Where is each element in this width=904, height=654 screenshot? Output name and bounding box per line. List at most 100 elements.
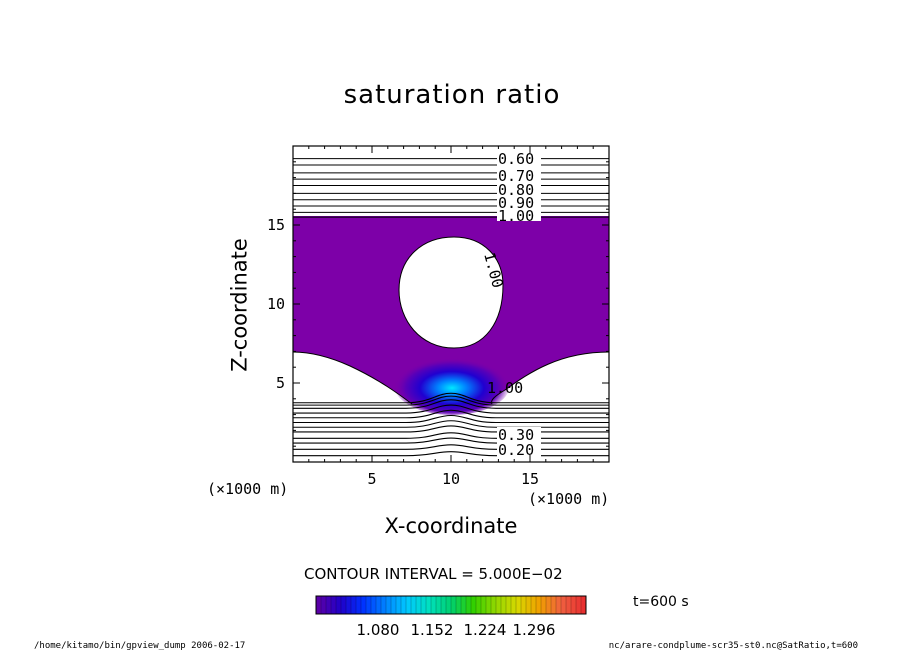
x-tick-label-5: 5 (367, 470, 376, 488)
colorbar-cell (376, 596, 382, 614)
lower-contour-line-5 (293, 420, 609, 428)
contour-interval-text: CONTOUR INTERVAL = 5.000E−02 (304, 565, 563, 583)
colorbar-cell (456, 596, 462, 614)
lower-contour-line-3 (293, 432, 609, 439)
colorbar-cell (576, 596, 582, 614)
y-tick-label-5: 5 (276, 374, 285, 392)
colorbar-cell (436, 596, 442, 614)
contour-label-0.70: 0.70 (498, 167, 534, 185)
colorbar-cell (316, 596, 322, 614)
colorbar-cell (501, 596, 507, 614)
colorbar-cell (336, 596, 342, 614)
colorbar-cell (441, 596, 447, 614)
colorbar-cell (346, 596, 352, 614)
contour-label-0.30: 0.30 (498, 426, 534, 444)
y-tick-label-15: 15 (267, 216, 285, 234)
colorbar-label-1: 1.152 (411, 621, 454, 639)
cloud-boundary-right (491, 351, 609, 405)
cloud-boundary-left (293, 351, 413, 405)
colorbar-cell (471, 596, 477, 614)
colorbar-label-2: 1.224 (464, 621, 507, 639)
lower-contour-line-10 (293, 395, 609, 406)
cloud-core (394, 355, 510, 415)
colorbar-cell (391, 596, 397, 614)
colorbar-cell (366, 596, 372, 614)
lower-contour-line-4 (293, 425, 609, 433)
lower-contour-line-9 (293, 399, 609, 409)
colorbar-label-0: 1.080 (357, 621, 400, 639)
contour-label-0.90: 0.90 (498, 194, 534, 212)
y-tick-label-10: 10 (267, 295, 285, 313)
colorbar-cell (426, 596, 432, 614)
colorbar-cell (536, 596, 542, 614)
colorbar-cell (351, 596, 357, 614)
colorbar-cell (531, 596, 537, 614)
colorbar-cell (506, 596, 512, 614)
lower-contour-line-8 (293, 404, 609, 414)
colorbar-cell (411, 596, 417, 614)
lower-contour-line-11 (293, 392, 609, 404)
y-unit-label: (×1000 m) (207, 480, 289, 498)
contour-label-0.20: 0.20 (498, 441, 534, 459)
colorbar-cell (396, 596, 402, 614)
colorbar-cell (481, 596, 487, 614)
x-unit-label: (×1000 m) (528, 490, 610, 508)
colorbar-cell (476, 596, 482, 614)
contour-label-0.60: 0.60 (498, 150, 534, 168)
contour-label-1.00-top: 1.00 (498, 207, 534, 225)
colorbar-cell (551, 596, 557, 614)
colorbar-cell (546, 596, 552, 614)
dry-bubble (398, 236, 504, 349)
lower-contour-line-7 (293, 409, 609, 419)
colorbar-cell (406, 596, 412, 614)
colorbar-cell (581, 596, 587, 614)
lower-contour-lines (293, 392, 609, 457)
lower-contour-line-6 (293, 414, 609, 424)
colorbar-cell (451, 596, 457, 614)
colorbar-cell (341, 596, 347, 614)
colorbar-cell (486, 596, 492, 614)
colorbar-cell (331, 596, 337, 614)
x-tick-label-15: 15 (521, 470, 539, 488)
lower-contour-line-0 (293, 451, 609, 457)
colorbar-cell (321, 596, 327, 614)
upper-contour-lines (293, 158, 609, 218)
colorbar-cell (571, 596, 577, 614)
colorbar-cell (516, 596, 522, 614)
lower-contour-line-1 (293, 444, 609, 450)
footer-left: /home/kitamo/bin/gpview_dump 2006-02-17 (34, 641, 246, 651)
colorbar-cell (401, 596, 407, 614)
colorbar-label-3: 1.296 (513, 621, 556, 639)
colorbar-cell (421, 596, 427, 614)
colorbar-cell (511, 596, 517, 614)
colorbar-cell (431, 596, 437, 614)
x-tick-label-10: 10 (442, 470, 460, 488)
colorbar-cell (356, 596, 362, 614)
colorbar-cell (371, 596, 377, 614)
colorbar-cell (556, 596, 562, 614)
colorbar-cell (521, 596, 527, 614)
colorbar-cell (466, 596, 472, 614)
lower-contour-line-2 (293, 437, 609, 444)
x-axis-label: X-coordinate (384, 514, 518, 538)
colorbar-cell (526, 596, 532, 614)
colorbar-cell (491, 596, 497, 614)
colorbar-cell (461, 596, 467, 614)
chart-title: saturation ratio (343, 80, 561, 110)
colorbar-cell (381, 596, 387, 614)
time-label: t=600 s (633, 594, 689, 610)
colorbar-cell (561, 596, 567, 614)
contour-label-0.80: 0.80 (498, 181, 534, 199)
contour-label-1.00-lower: 1.00 (487, 379, 523, 397)
colorbar-cell (326, 596, 332, 614)
colorbar-cell (496, 596, 502, 614)
colorbar-cell (566, 596, 572, 614)
colorbar-frame (315, 595, 587, 615)
colorbar-cell (361, 596, 367, 614)
colorbar-cell (446, 596, 452, 614)
footer-right: nc/arare-condplume-scr35-st0.nc@SatRatio… (608, 641, 858, 651)
colorbar-cell (386, 596, 392, 614)
colorbar-cell (541, 596, 547, 614)
